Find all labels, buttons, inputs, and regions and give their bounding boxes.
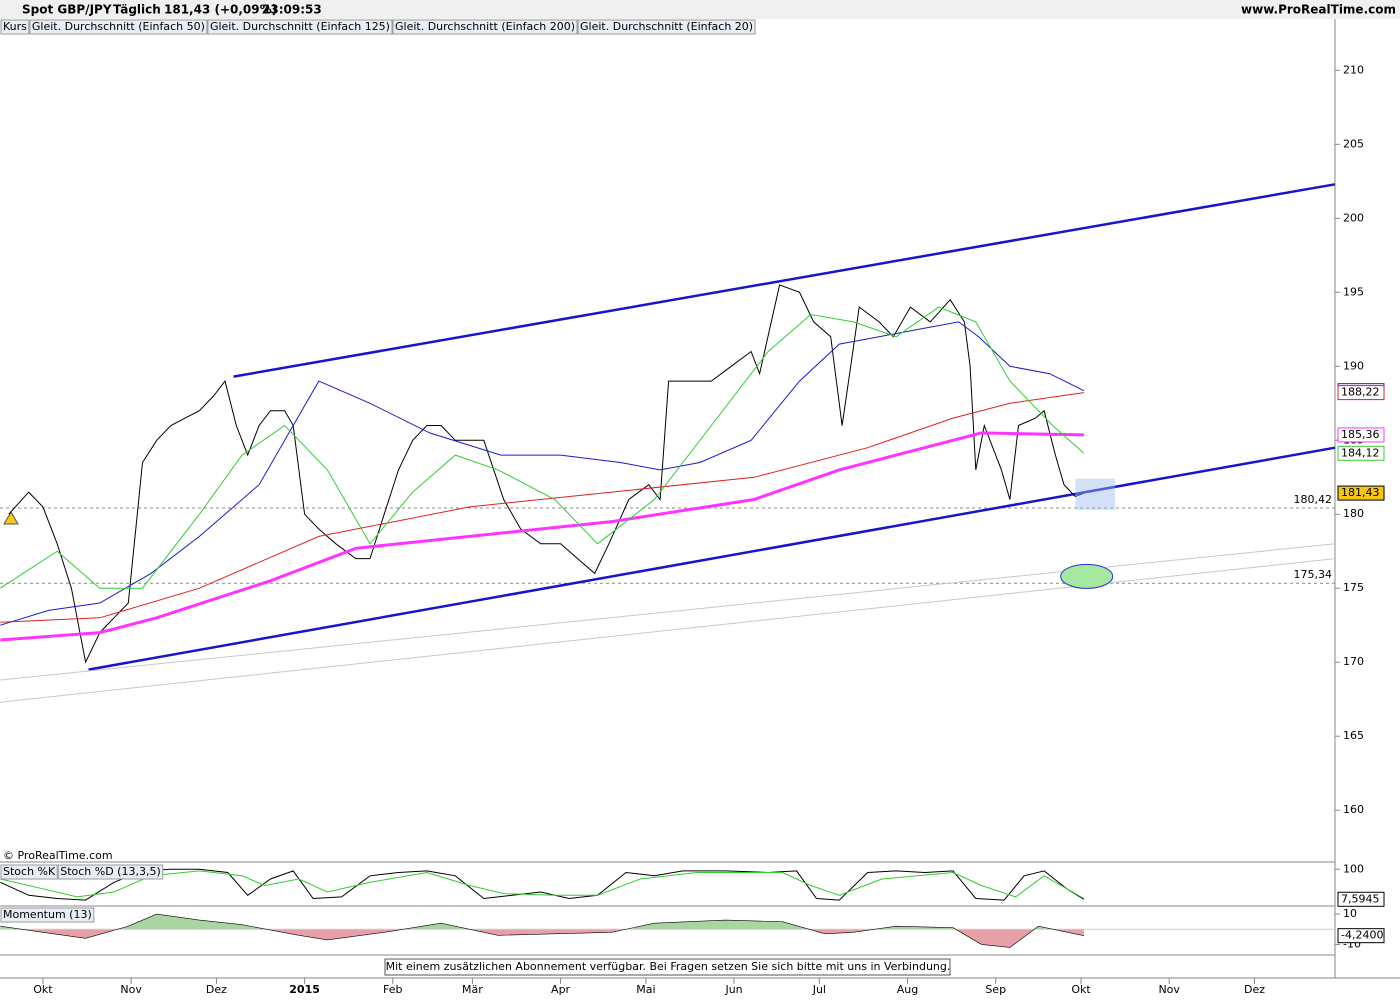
legend-box — [0, 907, 95, 923]
time: 23:09:53 — [262, 3, 322, 17]
value-label-box — [1337, 891, 1385, 907]
x-tick-label: Okt — [33, 983, 53, 996]
last-price: 181,43 (+0,09%) — [164, 3, 277, 17]
y-tick-label: 170 — [1343, 655, 1364, 668]
legend-box — [57, 864, 164, 880]
trend-line — [0, 543, 1336, 681]
x-tick-label: Nov — [1158, 983, 1180, 996]
x-tick-label: Aug — [897, 983, 918, 996]
source: www.ProRealTime.com — [1241, 3, 1396, 17]
x-tick-label: Jul — [812, 983, 826, 996]
x-tick-label: Jun — [724, 983, 742, 996]
highlight-box — [1075, 478, 1116, 510]
value-label: 184,12 — [1341, 446, 1380, 459]
legend-box — [0, 19, 30, 35]
x-tick-label: Okt — [1071, 983, 1091, 996]
legend-entry: Kurs — [3, 20, 27, 33]
series-line — [8, 284, 1085, 664]
legend-entry: Stoch %D (13,3,5) — [60, 865, 161, 878]
copyright: © ProRealTime.com — [3, 849, 113, 862]
area-negative — [21, 929, 1084, 948]
legend-box — [0, 864, 58, 880]
series-line — [0, 913, 1084, 948]
value-label: 188,22 — [1341, 386, 1380, 399]
value-label-box — [1337, 485, 1385, 501]
y-tick-label: 200 — [1343, 211, 1364, 224]
series-line — [0, 321, 1085, 626]
value-label: 185,36 — [1341, 428, 1380, 441]
series-line — [0, 306, 1085, 589]
legend-box — [29, 19, 208, 35]
legend-entry: Gleit. Durchschnitt (Einfach 20) — [580, 20, 753, 33]
legend-entry: Gleit. Durchschnitt (Einfach 125) — [210, 20, 390, 33]
x-tick-label: Apr — [551, 983, 571, 996]
trend-line — [88, 446, 1336, 671]
header-bar — [0, 0, 1400, 19]
y-tick-label: 175 — [1343, 581, 1364, 594]
value-label: 7,5945 — [1341, 892, 1380, 905]
value-label-box — [1337, 445, 1385, 461]
y-tick-label: 210 — [1343, 63, 1364, 76]
x-tick-label: Nov — [120, 983, 142, 996]
legend-entry: Gleit. Durchschnitt (Einfach 50) — [32, 20, 205, 33]
x-tick-label: Feb — [383, 983, 402, 996]
x-tick-label: Mai — [636, 983, 655, 996]
period: Täglich — [113, 3, 161, 17]
series-line — [0, 431, 1084, 642]
y-tick-label: 195 — [1343, 285, 1364, 298]
horizontal-line-label: 175,34 — [1294, 568, 1333, 581]
value-label-box — [1337, 427, 1385, 443]
legend-entry: Momentum (13) — [3, 908, 92, 921]
series-line — [0, 870, 1085, 899]
value-label: -4,2400 — [1341, 929, 1383, 942]
y-tick-label: 165 — [1343, 729, 1364, 742]
notice-box — [384, 958, 951, 976]
value-label-box — [1337, 385, 1385, 401]
series-line — [0, 392, 1084, 623]
x-tick-label: Dez — [206, 983, 227, 996]
trend-line — [233, 183, 1336, 378]
y-tick-label: 160 — [1343, 803, 1364, 816]
y-tick-label: 190 — [1343, 359, 1364, 372]
x-tick-label: Dez — [1244, 983, 1265, 996]
legend-box — [392, 19, 578, 35]
horizontal-line-label: 180,42 — [1294, 493, 1333, 506]
y-tick-label: 205 — [1343, 137, 1364, 150]
series-line — [0, 868, 1085, 901]
y-tick-label: 100 — [1343, 862, 1364, 875]
x-tick-label: Sep — [985, 983, 1006, 996]
instrument: Spot GBP/JPY — [22, 3, 112, 17]
y-tick-label: 180 — [1343, 507, 1364, 520]
legend-box — [577, 19, 756, 35]
alert-icon — [3, 511, 19, 525]
notice: Mit einem zusätzlichen Abonnement verfüg… — [386, 960, 951, 973]
value-label-box — [1337, 928, 1385, 944]
legend-entry: Gleit. Durchschnitt (Einfach 200) — [395, 20, 575, 33]
legend-box — [207, 19, 393, 35]
y-tick-label: 10 — [1343, 907, 1357, 920]
legend-entry: Stoch %K — [3, 865, 56, 878]
x-tick-label: 2015 — [289, 983, 320, 996]
target-ellipse — [1060, 563, 1114, 589]
value-label: 181,43 — [1341, 486, 1380, 499]
trend-line — [0, 558, 1336, 703]
x-tick-label: Mär — [462, 983, 483, 996]
